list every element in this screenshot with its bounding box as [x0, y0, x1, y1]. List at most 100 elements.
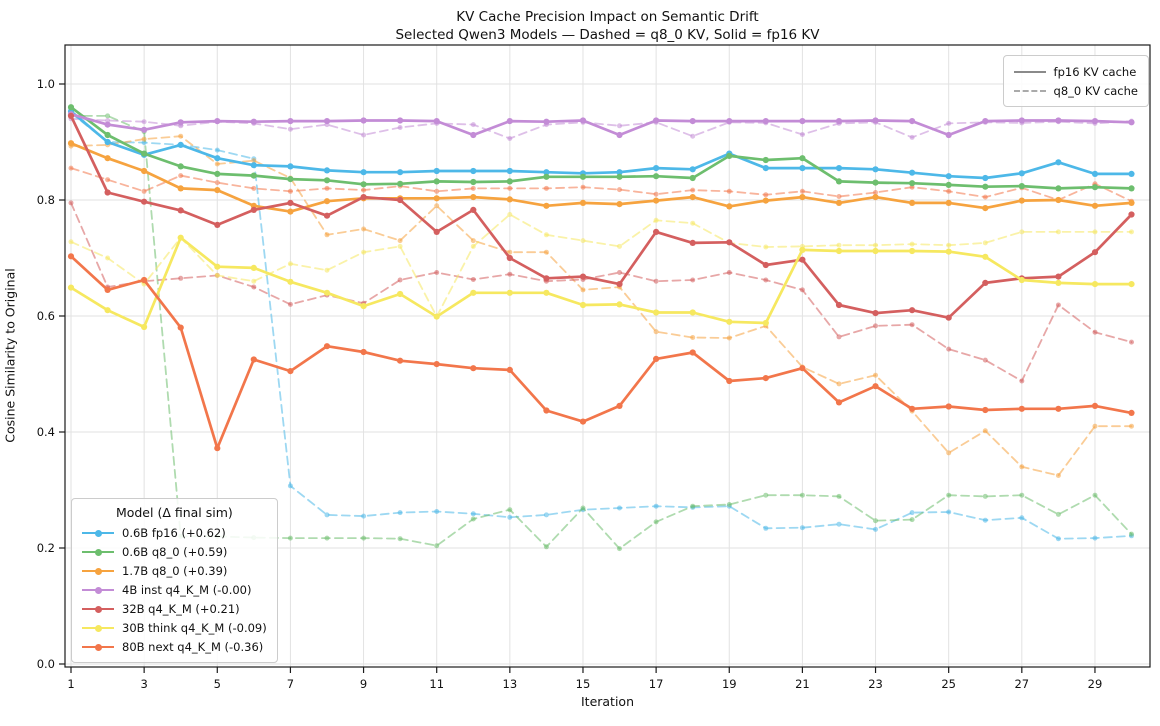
series-marker	[433, 195, 440, 202]
model-legend-item: 30B think q4_K_M (-0.09)	[82, 618, 267, 637]
series-marker	[690, 220, 696, 226]
series-marker	[1128, 199, 1135, 206]
series-marker	[799, 155, 806, 162]
series-marker	[250, 172, 257, 179]
chart-title: KV Cache Precision Impact on Semantic Dr…	[456, 9, 759, 25]
series-marker	[397, 169, 404, 176]
series-marker	[1129, 423, 1134, 429]
series-marker	[1091, 249, 1099, 256]
x-axis-label: Iteration	[580, 694, 635, 709]
series-marker	[872, 310, 879, 317]
series-marker	[1091, 202, 1099, 209]
series-marker	[287, 483, 293, 489]
series-marker	[1129, 229, 1134, 235]
series-marker	[543, 173, 550, 180]
model-legend-item: 32B q4_K_M (+0.21)	[82, 599, 267, 618]
series-marker	[360, 348, 367, 356]
series-marker	[506, 366, 513, 373]
series-marker	[397, 238, 403, 244]
series-marker	[1018, 405, 1025, 412]
series-marker	[68, 165, 74, 171]
series-marker	[1092, 229, 1098, 235]
series-marker	[1055, 511, 1061, 517]
series-marker	[1092, 423, 1098, 429]
series-marker	[141, 136, 147, 142]
series-marker	[214, 445, 221, 452]
series-marker	[543, 289, 550, 296]
y-tick-label: 0.2	[37, 541, 55, 555]
series-marker	[689, 174, 696, 182]
series-marker	[214, 221, 221, 228]
series-marker	[178, 275, 184, 281]
series-marker	[433, 118, 440, 125]
model-legend-item: 80B next q4_K_M (-0.36)	[82, 637, 267, 656]
series-marker	[1018, 197, 1025, 204]
model-legend-title: Model (Δ final sim)	[115, 505, 233, 520]
x-tick-label: 13	[503, 677, 518, 691]
series-marker	[982, 517, 988, 523]
series-marker	[763, 492, 769, 498]
series-marker	[726, 239, 733, 246]
series-marker	[946, 492, 952, 498]
series-marker	[1019, 464, 1025, 470]
series-marker	[177, 324, 184, 331]
series-marker	[1055, 302, 1061, 308]
series-marker	[287, 188, 293, 194]
series-marker	[507, 185, 513, 191]
series-marker	[799, 194, 806, 201]
series-marker	[397, 117, 404, 124]
x-tick-label: 21	[795, 677, 810, 691]
model-legend-label: 30B think q4_K_M (-0.09)	[122, 620, 267, 635]
series-marker	[690, 503, 696, 509]
series-marker	[1091, 184, 1099, 191]
model-legend-label: 0.6B q8_0 (+0.59)	[122, 544, 228, 559]
series-marker	[762, 197, 769, 204]
series-marker	[835, 301, 843, 309]
series-marker	[250, 264, 257, 271]
x-tick-label: 5	[214, 677, 221, 691]
series-marker	[945, 314, 952, 321]
series-marker	[361, 132, 367, 138]
series-line	[69, 141, 1133, 213]
series-marker	[726, 502, 732, 507]
series-marker	[580, 238, 586, 244]
series-marker	[909, 247, 916, 255]
series-marker	[653, 173, 660, 180]
series-marker	[945, 248, 952, 255]
y-tick-label: 0.4	[37, 425, 55, 439]
series-marker	[141, 167, 148, 175]
series-marker	[873, 372, 878, 378]
series-marker	[726, 118, 733, 125]
series-line	[70, 135, 1133, 477]
series-marker	[324, 267, 330, 273]
series-marker	[360, 194, 367, 201]
series-marker	[214, 155, 221, 162]
series-marker	[214, 147, 220, 153]
series-marker	[543, 202, 550, 209]
y-axis-label: Cosine Similarity to Original	[2, 268, 18, 443]
series-marker	[1055, 159, 1062, 166]
series-marker	[799, 525, 805, 531]
series-marker	[799, 365, 806, 372]
series-marker	[616, 201, 623, 208]
series-marker	[67, 140, 75, 147]
series-marker	[909, 180, 916, 187]
series-marker	[105, 255, 111, 261]
series-marker	[287, 199, 294, 206]
marker-dot	[95, 549, 102, 556]
series-marker	[726, 335, 732, 341]
series-marker	[324, 232, 330, 238]
marker-dot	[95, 568, 102, 575]
series-marker	[470, 511, 476, 517]
series-marker	[909, 405, 916, 412]
series-marker	[799, 256, 806, 263]
marker-dot	[95, 606, 102, 613]
series-marker	[287, 118, 294, 125]
series-marker	[617, 123, 622, 129]
series-marker	[1129, 339, 1134, 345]
series-marker	[105, 113, 111, 119]
series-marker	[1091, 170, 1099, 177]
series-marker	[543, 249, 549, 255]
series-marker	[323, 167, 331, 174]
